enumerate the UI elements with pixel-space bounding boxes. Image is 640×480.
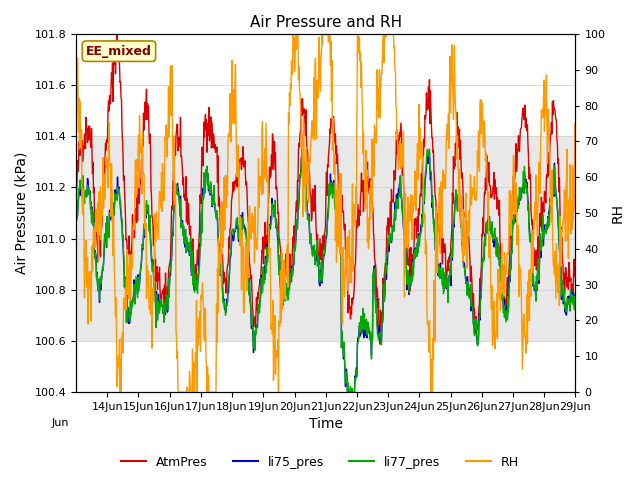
Text: EE_mixed: EE_mixed	[86, 45, 152, 58]
Y-axis label: Air Pressure (kPa): Air Pressure (kPa)	[15, 152, 29, 274]
X-axis label: Time: Time	[308, 418, 343, 432]
Bar	[76, 136, 575, 341]
Legend: AtmPres, li75_pres, li77_pres, RH: AtmPres, li75_pres, li77_pres, RH	[116, 451, 524, 474]
Text: Jun: Jun	[52, 418, 69, 428]
Title: Air Pressure and RH: Air Pressure and RH	[250, 15, 402, 30]
Y-axis label: RH: RH	[611, 203, 625, 223]
